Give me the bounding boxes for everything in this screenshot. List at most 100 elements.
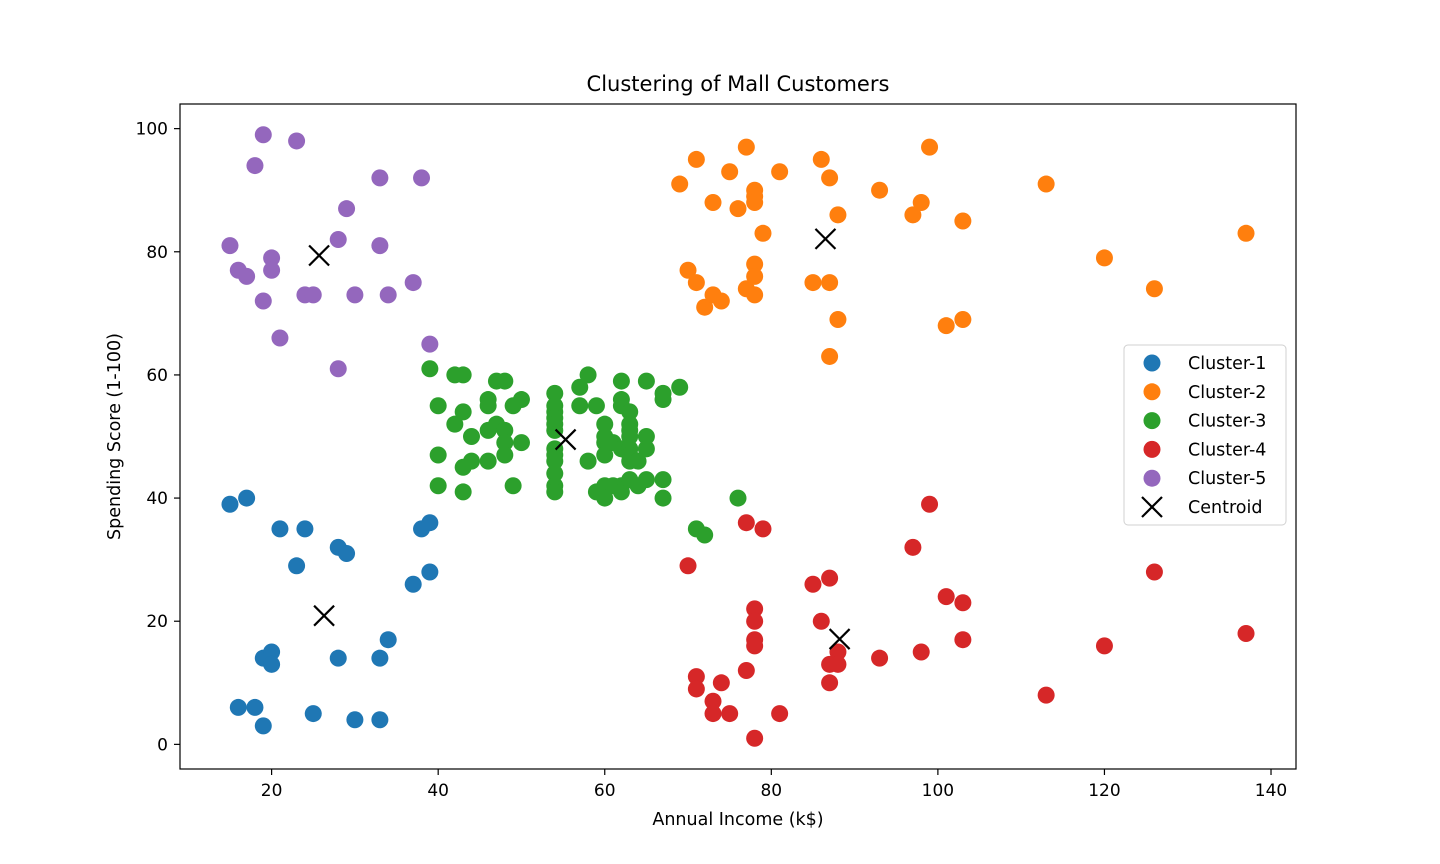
point-cluster-4: [812, 612, 830, 630]
point-cluster-4: [704, 705, 722, 723]
point-cluster-2: [712, 292, 730, 310]
legend-label: Cluster-2: [1188, 383, 1266, 403]
point-cluster-1: [229, 698, 247, 716]
point-cluster-4: [1237, 625, 1255, 643]
point-cluster-2: [704, 194, 722, 212]
point-cluster-3: [612, 372, 630, 390]
point-cluster-5: [371, 169, 389, 187]
point-cluster-4: [904, 538, 922, 556]
point-cluster-4: [871, 649, 889, 667]
point-cluster-5: [246, 157, 264, 175]
point-cluster-3: [654, 471, 672, 489]
legend-label: Centroid: [1188, 498, 1262, 518]
point-cluster-3: [479, 452, 497, 470]
point-cluster-5: [371, 237, 389, 255]
legend-marker: [1143, 412, 1161, 430]
point-cluster-2: [746, 286, 764, 304]
point-cluster-2: [829, 311, 847, 329]
point-cluster-1: [221, 495, 239, 513]
point-cluster-3: [479, 397, 497, 415]
point-cluster-4: [746, 600, 764, 618]
point-cluster-2: [812, 150, 830, 168]
point-cluster-5: [329, 230, 347, 248]
point-cluster-1: [246, 698, 264, 716]
point-cluster-5: [404, 274, 422, 292]
point-cluster-3: [612, 483, 630, 501]
point-cluster-2: [679, 261, 697, 279]
point-cluster-3: [512, 434, 530, 452]
legend-label: Cluster-4: [1188, 440, 1266, 460]
point-cluster-1: [238, 489, 256, 507]
y-tick-label: 100: [136, 120, 168, 140]
y-axis-title: Spending Score (1-100): [105, 333, 125, 540]
point-cluster-1: [271, 520, 289, 538]
point-cluster-3: [596, 446, 614, 464]
point-cluster-4: [821, 569, 839, 587]
point-cluster-1: [346, 711, 364, 729]
centroid-marker: [828, 628, 851, 650]
x-axis-title: Annual Income (k$): [652, 810, 823, 830]
y-tick-label: 60: [146, 366, 168, 386]
point-cluster-1: [263, 655, 281, 673]
point-cluster-5: [254, 292, 272, 310]
point-cluster-4: [746, 612, 764, 630]
point-cluster-2: [871, 181, 889, 199]
legend-box: [1123, 344, 1287, 526]
point-cluster-4: [1095, 637, 1113, 655]
point-cluster-5: [271, 329, 289, 347]
point-cluster-4: [746, 637, 764, 655]
point-cluster-4: [937, 588, 955, 606]
point-cluster-3: [696, 526, 714, 544]
point-cluster-4: [679, 557, 697, 575]
point-cluster-4: [771, 705, 789, 723]
point-cluster-3: [512, 391, 530, 409]
point-cluster-2: [1145, 280, 1163, 298]
point-cluster-3: [454, 366, 472, 384]
point-cluster-5: [421, 335, 439, 353]
y-tick-label: 40: [146, 489, 168, 509]
point-cluster-4: [1145, 563, 1163, 581]
point-cluster-3: [637, 372, 655, 390]
point-cluster-1: [338, 544, 356, 562]
point-cluster-2: [746, 255, 764, 273]
point-cluster-5: [221, 237, 239, 255]
point-cluster-2: [954, 311, 972, 329]
point-cluster-2: [746, 194, 764, 212]
legend-marker-centroid: [1141, 496, 1163, 518]
point-cluster-3: [571, 378, 589, 396]
point-cluster-1: [404, 575, 422, 593]
centroid-marker: [308, 244, 330, 267]
centroid-marker: [554, 428, 577, 451]
point-cluster-3: [596, 415, 614, 433]
point-cluster-5: [238, 267, 256, 285]
point-cluster-4: [704, 692, 722, 710]
point-cluster-1: [379, 631, 397, 649]
point-cluster-3: [637, 440, 655, 458]
point-cluster-2: [829, 206, 847, 224]
point-cluster-3: [504, 477, 522, 495]
point-cluster-4: [737, 661, 755, 679]
point-cluster-2: [821, 347, 839, 365]
point-cluster-2: [729, 200, 747, 218]
point-cluster-2: [804, 274, 822, 292]
point-cluster-5: [263, 261, 281, 279]
x-tick-label: 140: [1255, 781, 1287, 801]
x-tick-label: 120: [1088, 781, 1120, 801]
x-tick-label: 60: [594, 781, 616, 801]
x-tick-label: 40: [427, 781, 449, 801]
point-cluster-2: [1037, 175, 1055, 193]
y-tick-label: 20: [146, 612, 168, 632]
point-cluster-5: [329, 360, 347, 378]
point-cluster-4: [687, 668, 705, 686]
point-cluster-3: [429, 397, 447, 415]
point-cluster-4: [954, 631, 972, 649]
point-cluster-1: [304, 705, 322, 723]
legend-label: Cluster-1: [1188, 354, 1266, 374]
point-cluster-3: [454, 483, 472, 501]
point-cluster-1: [421, 514, 439, 532]
point-cluster-4: [829, 655, 847, 673]
point-cluster-5: [379, 286, 397, 304]
point-cluster-1: [296, 520, 314, 538]
centroid-layer: [308, 228, 851, 650]
point-cluster-3: [596, 489, 614, 507]
